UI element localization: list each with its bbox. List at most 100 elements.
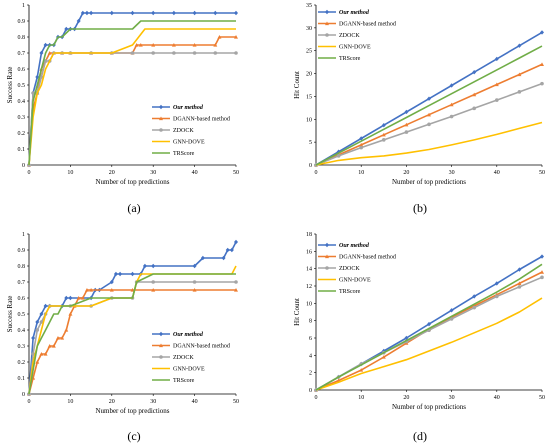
legend-label: TRScore	[339, 289, 361, 295]
legend-marker	[325, 254, 329, 259]
legend-marker	[159, 116, 163, 121]
y-axis-title: Hit Count	[293, 298, 301, 326]
y-tick-label: 4	[309, 353, 312, 359]
data-point	[472, 305, 477, 310]
x-axis-title: Number of top predictions	[95, 178, 169, 186]
series-3	[27, 51, 238, 167]
series-2	[314, 62, 544, 167]
data-point	[213, 10, 218, 16]
data-point	[381, 123, 386, 128]
data-point	[200, 255, 205, 261]
data-point	[472, 70, 477, 75]
data-point	[64, 328, 69, 332]
y-tick-label: 10	[306, 301, 312, 307]
data-point	[151, 288, 156, 292]
data-point	[39, 352, 44, 356]
data-point	[213, 43, 218, 47]
y-tick-label: 0.4	[18, 328, 26, 334]
chart-panel-3: 00.10.20.30.40.50.60.70.80.910 10 20 30 40 50…	[6, 232, 239, 443]
series-1	[27, 239, 238, 397]
series-line	[28, 265, 237, 395]
y-tick-label: 10	[306, 117, 312, 123]
data-point	[35, 360, 40, 364]
legend-label: GNN-DOVE	[173, 367, 205, 373]
legend-label: GNN-DOVE	[339, 278, 371, 284]
data-point	[31, 352, 35, 356]
y-tick-label: 0.1	[18, 376, 26, 382]
x-tick-label: 10	[67, 170, 73, 176]
x-tick-label: 30	[150, 170, 156, 176]
data-point	[359, 142, 364, 147]
y-tick-label: 18	[306, 232, 312, 238]
x-tick-label: 50	[233, 170, 239, 176]
data-point	[192, 288, 197, 292]
legend-label: GNN-DOVE	[173, 140, 205, 146]
data-point	[404, 335, 409, 341]
data-point	[84, 288, 89, 292]
y-axis-title: Success Rate	[6, 296, 14, 333]
y-tick-label: 0	[309, 388, 312, 394]
y-tick-label: 1	[22, 3, 25, 9]
series-4	[315, 297, 543, 391]
x-tick-label: 40	[494, 170, 500, 176]
data-point	[234, 239, 238, 245]
x-tick-label: 20	[109, 170, 115, 176]
data-point	[43, 59, 48, 63]
x-axis-title: Number of top predictions	[95, 407, 169, 415]
data-point	[427, 112, 431, 117]
data-point	[134, 43, 139, 47]
data-point	[221, 255, 226, 261]
y-tick-label: 16	[306, 249, 312, 255]
series-line	[28, 52, 236, 166]
y-tick-label: 0.3	[18, 115, 26, 121]
legend-marker	[325, 242, 329, 248]
series-line	[28, 36, 236, 166]
panel-label: (c)	[127, 429, 140, 443]
data-point	[171, 43, 176, 47]
y-tick-label: 0.3	[18, 344, 26, 350]
data-point	[118, 271, 123, 277]
data-point	[43, 303, 48, 309]
panel-label: (a)	[127, 201, 140, 215]
data-point	[472, 106, 477, 111]
data-point	[404, 130, 409, 134]
data-point	[31, 91, 35, 95]
panel-label: (d)	[413, 429, 427, 443]
y-tick-label: 0	[22, 392, 25, 398]
x-tick-label: 10	[358, 170, 364, 176]
data-point	[76, 296, 81, 300]
data-point	[517, 90, 522, 94]
series-line	[28, 273, 236, 395]
data-point	[43, 352, 48, 356]
legend-label: Our method	[339, 243, 370, 249]
data-point	[43, 42, 48, 48]
y-tick-label: 0.8	[18, 35, 26, 41]
data-point	[171, 10, 176, 16]
data-point	[217, 35, 222, 39]
legend-label: ZDOCK	[339, 33, 360, 39]
data-point	[449, 114, 454, 119]
data-point	[47, 51, 52, 55]
data-point	[31, 335, 36, 341]
y-tick-label: 0	[309, 163, 312, 169]
legend-label: ZDOCK	[339, 266, 360, 272]
data-point	[130, 271, 135, 277]
series-5	[28, 273, 236, 395]
x-axis-title: Number of top predictions	[392, 178, 466, 186]
y-tick-label: 0.2	[18, 360, 26, 366]
data-point	[495, 294, 499, 299]
data-point	[76, 18, 81, 24]
y-tick-label: 0.2	[18, 131, 26, 137]
legend-label: DGANN-based method	[339, 255, 396, 261]
data-point	[540, 62, 544, 67]
series-1	[27, 10, 238, 168]
data-point	[494, 281, 499, 286]
y-tick-label: 14	[306, 267, 312, 273]
data-point	[234, 288, 238, 292]
x-tick-label: 30	[150, 399, 156, 405]
data-point	[68, 312, 73, 316]
legend-marker	[159, 331, 163, 337]
data-point	[130, 288, 135, 292]
series-line	[315, 121, 543, 166]
